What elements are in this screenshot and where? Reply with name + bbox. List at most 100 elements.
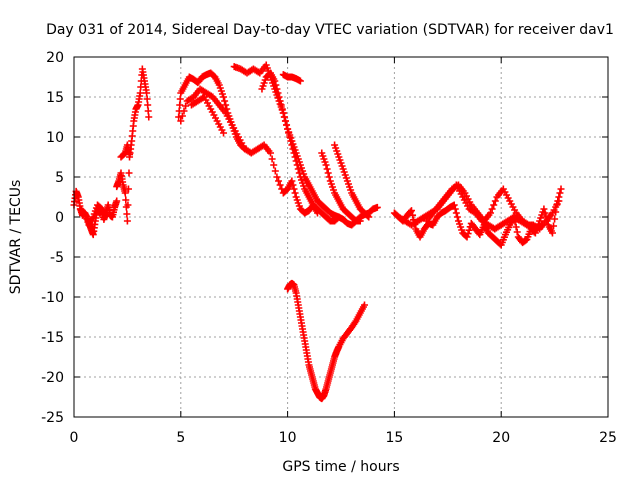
data-point [365,213,373,221]
data-point [452,209,460,217]
data-point [125,169,133,177]
data-point [113,197,121,205]
x-tick-label: 15 [385,430,403,446]
series-track-i [258,69,381,229]
data-point [278,105,286,113]
data-point [276,181,284,189]
data-point [271,77,279,85]
data-point [540,205,548,213]
plot-frame [73,56,609,418]
data-point [290,185,298,193]
series-track-g [187,93,228,137]
data-point [122,196,130,204]
data-point [322,161,330,169]
data-point [277,101,285,109]
series-track-p [422,181,546,233]
data-point [273,173,281,181]
series-track-f [177,85,322,217]
data-point [221,97,229,105]
data-point [182,102,190,110]
data-point [407,207,415,215]
data-point [451,205,459,213]
y-tick-label: 0 [55,210,64,226]
data-point [289,181,297,189]
data-point [177,117,185,125]
data-point [270,161,278,169]
x-axis-label: GPS time / hours [282,459,399,475]
series-track-c [113,65,153,225]
data-point [123,217,131,225]
data-point [555,197,563,205]
y-tick-labels: -25 -20 -15 -10 -5 0 5 10 15 20 [41,50,64,426]
data-point [144,101,152,109]
series-track-m [284,279,368,403]
data-point [453,213,461,221]
data-point [126,151,134,159]
data-point [463,233,471,241]
data-point [360,301,368,309]
data-point [220,93,228,101]
data-point [513,228,521,236]
data-point [124,185,132,193]
data-point [364,212,372,220]
data-point [356,217,364,225]
y-tick-label: 10 [46,130,64,146]
data-point [294,165,302,173]
data-point [273,85,281,93]
data-point [556,189,564,197]
data-point [144,107,152,115]
data-point [541,209,549,217]
data-point [180,107,188,115]
x-tick-label: 0 [70,430,79,446]
x-tick-label: 10 [279,430,297,446]
chart-title: Day 031 of 2014, Sidereal Day-to-day VTE… [46,22,614,38]
data-point [272,81,280,89]
data-point [464,230,472,238]
data-point [409,211,417,219]
y-tick-label: -25 [41,410,64,426]
grid-lines [74,57,608,417]
data-point [324,169,332,177]
data-point [267,149,275,157]
data-point [373,203,381,211]
data-point [178,112,186,120]
data-point [557,185,565,193]
data-point [276,97,284,105]
y-tick-label: -5 [50,250,64,266]
data-point [491,197,499,205]
series-track-h [230,61,343,225]
x-tick-labels: 0 5 10 15 20 25 [70,430,617,446]
data-point [487,209,495,217]
x-tick-label: 5 [176,430,185,446]
data-point [145,113,153,121]
data-point [450,201,458,209]
data-point [220,129,228,137]
data-point [102,211,110,219]
data-point [176,95,184,103]
data-point [80,208,88,216]
y-tick-label: -15 [41,330,64,346]
y-axis-label: SDTVAR / TECUs [8,180,24,295]
y-tick-label: -10 [41,290,64,306]
y-tick-label: 5 [55,170,64,186]
y-tick-label: 20 [46,50,64,66]
data-point [280,113,288,121]
data-point [143,89,151,97]
data-point [279,109,287,117]
data-point [325,173,333,181]
data-point [488,205,496,213]
series-track-l [331,141,373,221]
data-point [176,101,184,109]
y-tick-label: 15 [46,90,64,106]
y-tick-label: -20 [41,370,64,386]
data-point [175,113,183,121]
data-point [548,229,556,237]
data-point [274,89,282,97]
series-track-b [76,201,110,229]
data-point [268,155,276,163]
data-point [271,167,279,175]
series-track-d [117,141,134,161]
x-tick-label: 25 [599,430,617,446]
data-point [490,201,498,209]
